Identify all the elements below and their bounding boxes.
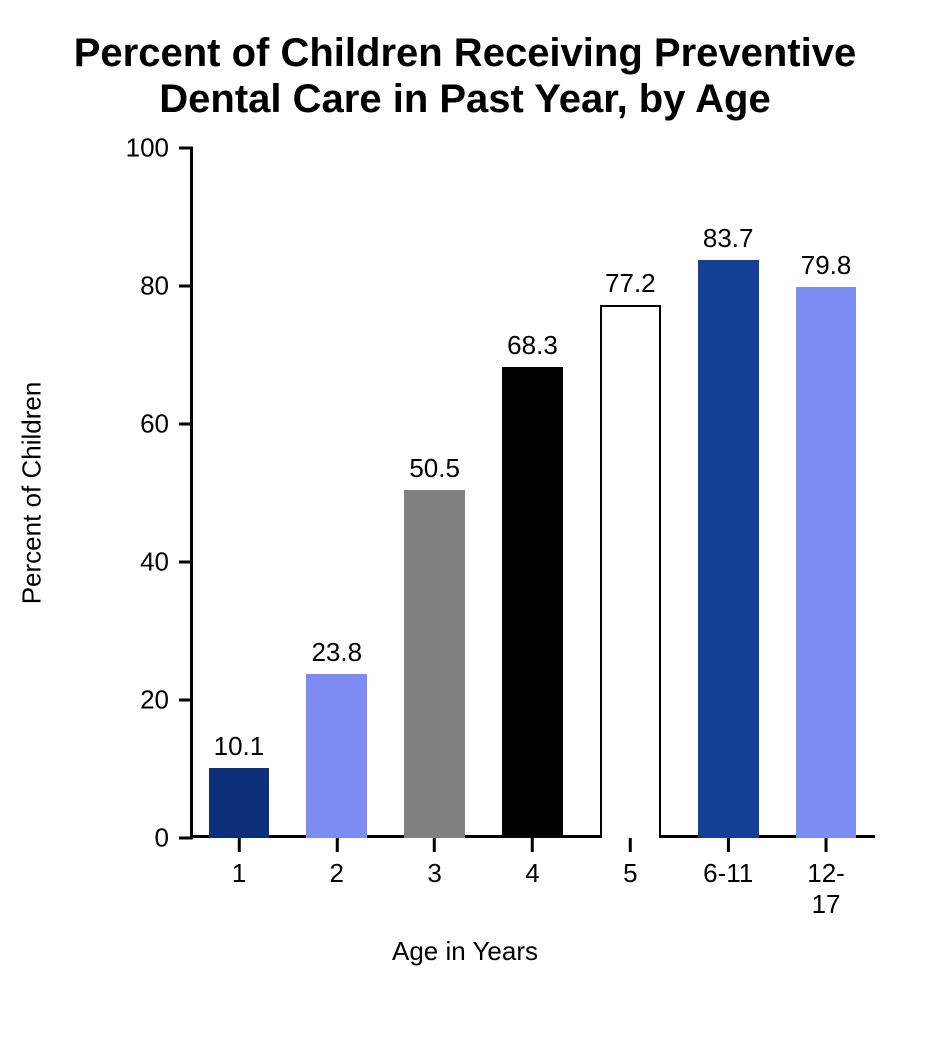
- y-tick-label: 80: [140, 271, 179, 302]
- bar-slot: 79.8: [777, 148, 875, 838]
- x-tick-label: 5: [623, 858, 637, 888]
- x-tick: 4: [525, 838, 539, 889]
- y-tick: 100: [126, 133, 193, 164]
- chart-area: Percent of Children 020406080100 10.123.…: [50, 148, 880, 838]
- bar-slot: 10.1: [190, 148, 288, 838]
- y-axis-label: Percent of Children: [17, 382, 48, 605]
- y-tick: 0: [155, 823, 193, 854]
- bars-container: 10.1 23.8 50.5 68.3 77.283.779.8: [190, 148, 875, 838]
- bar: [404, 490, 465, 838]
- bar-slot: 77.2: [581, 148, 679, 838]
- x-tick-mark: [531, 838, 534, 852]
- x-tick-label: 6-11: [703, 858, 753, 888]
- bar-slot: 23.8: [288, 148, 386, 838]
- y-tick-label: 0: [155, 823, 179, 854]
- y-tick: 80: [140, 271, 193, 302]
- x-tick-mark: [335, 838, 338, 852]
- x-tick-label: 2: [330, 858, 344, 888]
- plot-area: 10.1 23.8 50.5 68.3 77.283.779.8: [190, 148, 875, 838]
- x-axis-label: Age in Years: [50, 936, 880, 967]
- bar-value-label: 77.2: [581, 268, 679, 299]
- bar-value-label: 50.5: [386, 453, 484, 484]
- page: Percent of Children Receiving Preventive…: [0, 0, 930, 1050]
- x-tick: 3: [427, 838, 441, 889]
- bar: [209, 768, 270, 838]
- x-tick-mark: [237, 838, 240, 852]
- x-tick: 12-17: [802, 838, 851, 920]
- bar: [600, 305, 661, 838]
- x-axis-ticks: 123456-1112-17: [190, 838, 875, 888]
- bar-value-label: 79.8: [777, 250, 875, 281]
- x-tick: 2: [330, 838, 344, 889]
- x-tick-mark: [825, 838, 828, 852]
- y-axis: 020406080100: [119, 148, 193, 838]
- bar: [796, 287, 857, 838]
- bar: [502, 367, 563, 838]
- x-tick-mark: [433, 838, 436, 852]
- bar-value-label: 68.3: [484, 330, 582, 361]
- chart-title: Percent of Children Receiving Preventive…: [30, 30, 900, 122]
- bar-value-label: 23.8: [288, 637, 386, 668]
- bar-slot: 68.3: [484, 148, 582, 838]
- x-tick-mark: [727, 838, 730, 852]
- x-tick: 6-11: [703, 838, 753, 889]
- x-tick-label: 1: [232, 858, 246, 888]
- x-tick-label: 3: [427, 858, 441, 888]
- x-tick-label: 4: [525, 858, 539, 888]
- y-tick-label: 60: [140, 409, 179, 440]
- y-tick-label: 100: [126, 133, 179, 164]
- y-tick-label: 40: [140, 547, 179, 578]
- x-tick: 5: [623, 838, 637, 889]
- bar-slot: 83.7: [679, 148, 777, 838]
- x-tick-label: 12-17: [807, 858, 845, 919]
- bar: [306, 674, 367, 838]
- y-tick-label: 20: [140, 685, 179, 716]
- x-tick-mark: [629, 838, 632, 852]
- y-tick: 60: [140, 409, 193, 440]
- bar-value-label: 83.7: [679, 223, 777, 254]
- y-tick: 40: [140, 547, 193, 578]
- bar-slot: 50.5: [386, 148, 484, 838]
- bar-value-label: 10.1: [190, 731, 288, 762]
- bar: [698, 260, 759, 838]
- x-tick: 1: [232, 838, 246, 889]
- y-tick: 20: [140, 685, 193, 716]
